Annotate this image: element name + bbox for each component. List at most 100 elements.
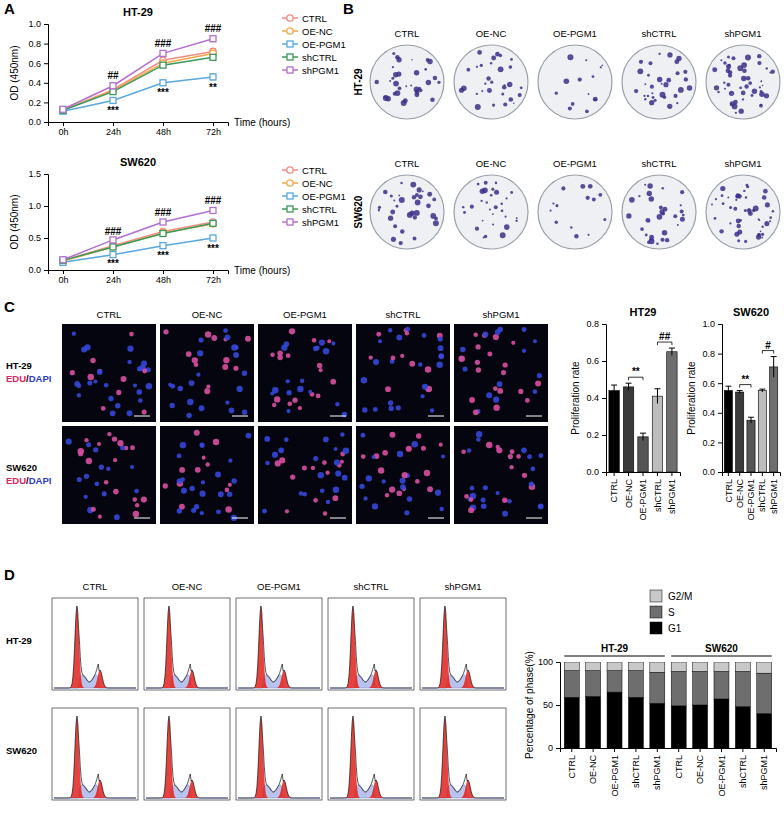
colony <box>585 109 589 113</box>
column-label: OE-PGM1 <box>257 581 301 592</box>
x-axis: CTRLOE-NCOE-PGM1shCTRLshPGM1 <box>607 472 681 521</box>
y-tick-mark <box>44 102 48 103</box>
x-tick: shCTRL <box>631 748 641 788</box>
y-tick: 0.2 <box>28 98 48 108</box>
histogram-image <box>420 708 506 800</box>
x-tick-label: OE-PGM1 <box>638 479 648 521</box>
colony <box>378 206 381 209</box>
cell <box>497 381 503 387</box>
y-tick-label: 0.0 <box>28 117 41 127</box>
colony <box>673 214 677 218</box>
legend-item: CTRL <box>282 13 327 24</box>
cell <box>473 332 477 336</box>
legend-marker <box>287 219 293 225</box>
column-label: CTRL <box>395 158 420 169</box>
x-tick-label: OE-PGM1 <box>746 479 756 521</box>
series <box>60 54 216 113</box>
cell <box>463 366 468 371</box>
x-tick: 48h <box>156 270 171 285</box>
colony <box>748 208 751 211</box>
column-label: shCTRL <box>642 158 677 169</box>
colony <box>492 103 495 106</box>
colony <box>396 71 401 76</box>
colony <box>463 211 466 214</box>
dish <box>622 175 696 249</box>
y-tick-label: 0.4 <box>28 78 41 88</box>
colony <box>509 65 513 69</box>
cell <box>320 488 325 493</box>
cell <box>312 338 317 343</box>
colony <box>550 210 552 212</box>
legend: CTRLOE-NCOE-PGM1shCTRLshPGM1 <box>282 13 346 76</box>
cell <box>317 363 322 368</box>
colony <box>748 81 752 85</box>
cell <box>525 398 530 403</box>
colony <box>682 214 685 217</box>
bar <box>638 437 648 472</box>
colony <box>736 193 741 198</box>
cell <box>86 442 91 447</box>
cell <box>227 492 233 498</box>
y-tick-mark <box>602 472 606 473</box>
s-phase-area <box>238 785 320 798</box>
colony <box>711 203 713 205</box>
cell <box>84 495 88 499</box>
cell <box>334 460 340 466</box>
row-label: SW620 <box>6 462 37 473</box>
y-tick: 0.6 <box>702 379 722 389</box>
series-line <box>63 210 213 259</box>
colony <box>430 213 436 219</box>
colony <box>714 217 717 220</box>
x-tick-label: OE-NC <box>588 755 598 785</box>
x-tick-mark <box>63 270 64 274</box>
cell <box>340 432 345 437</box>
y-tick: 0.4 <box>702 408 722 418</box>
x-axis-line <box>723 473 781 477</box>
bar-segment <box>714 699 729 748</box>
y-tick: 0.4 <box>28 78 48 88</box>
cell <box>84 438 88 442</box>
error-cap <box>640 433 646 434</box>
x-tick: CTRL <box>609 472 619 503</box>
image-background <box>258 324 352 422</box>
cell <box>333 487 339 493</box>
histogram-frame <box>328 708 414 800</box>
bar-segment <box>693 671 708 705</box>
dish <box>538 175 612 249</box>
legend-swatch <box>650 590 662 602</box>
histogram-image <box>420 598 506 690</box>
cell <box>74 381 80 387</box>
y-tick: 0.8 <box>702 349 722 359</box>
panel-label: D <box>4 566 15 583</box>
colony <box>495 182 498 185</box>
cell <box>389 486 395 492</box>
row-label: HT-29 <box>353 68 364 96</box>
row-label: SW620 <box>353 195 364 228</box>
bar-segment <box>714 662 729 671</box>
cell <box>116 390 121 395</box>
colony <box>486 76 490 80</box>
legend-item: shPGM1 <box>282 217 339 228</box>
cell <box>539 453 544 458</box>
y-tick-mark <box>556 748 560 749</box>
cell <box>461 449 466 454</box>
group-label: SW620 <box>705 643 738 654</box>
x-tick-mark <box>593 748 594 752</box>
cell <box>313 456 318 461</box>
y-tick-label: 0.4 <box>702 408 715 418</box>
error-line <box>773 357 774 378</box>
significance: ### <box>155 38 172 49</box>
bar-segment <box>650 672 665 703</box>
colony <box>470 205 474 209</box>
colony <box>588 93 590 95</box>
cell <box>388 400 393 405</box>
x-tick-mark <box>213 270 214 274</box>
data-point <box>110 89 116 95</box>
colony <box>410 182 416 188</box>
y-tick-mark <box>602 398 606 399</box>
cell <box>275 460 281 466</box>
g1-g2-peaks <box>146 716 228 798</box>
y-tick-label: 0.2 <box>586 430 599 440</box>
column-label: OE-PGM1 <box>553 28 597 39</box>
bar-segment <box>671 671 686 705</box>
